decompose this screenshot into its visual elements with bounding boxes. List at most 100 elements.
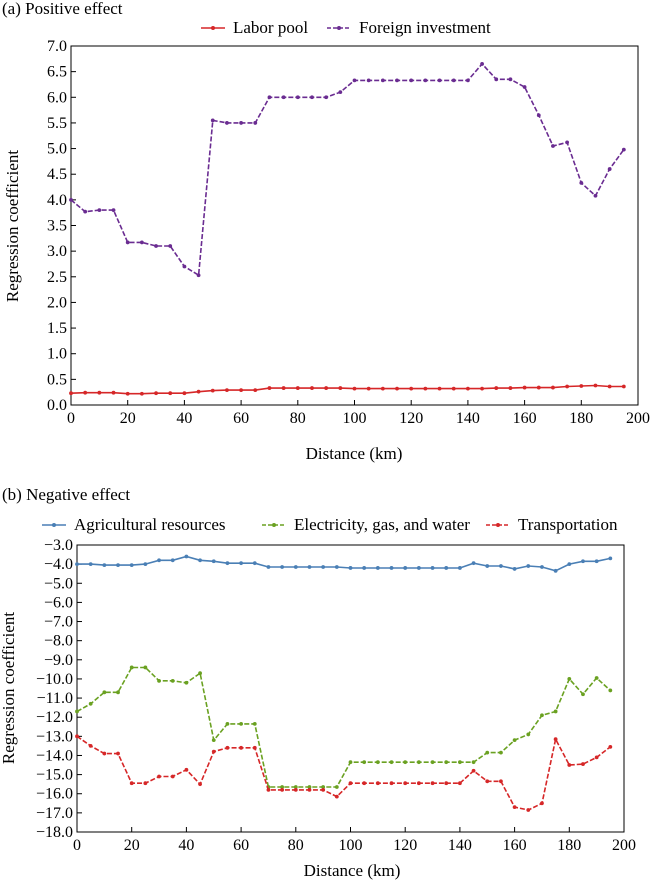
data-point [75, 734, 79, 739]
data-point [540, 713, 544, 718]
data-point [168, 244, 173, 248]
data-point [310, 386, 314, 390]
data-point [536, 113, 541, 118]
y-tick-label: −7.0 [44, 614, 73, 631]
data-point [170, 774, 175, 779]
data-point [239, 121, 244, 125]
data-point [485, 750, 490, 755]
data-point [551, 385, 555, 390]
data-point [430, 566, 435, 570]
x-tick-label: 80 [290, 410, 306, 427]
data-point [508, 77, 513, 82]
data-point [416, 781, 421, 786]
data-point [362, 760, 367, 765]
x-tick-label: 40 [176, 410, 192, 427]
y-tick-label: −9.0 [44, 652, 73, 669]
legend-marker [272, 523, 276, 527]
data-point [83, 209, 88, 214]
data-point [129, 563, 134, 567]
data-point [621, 384, 626, 389]
data-point [567, 677, 572, 681]
data-point [416, 566, 421, 570]
data-point [551, 144, 555, 148]
data-point [607, 167, 612, 171]
data-point [553, 568, 558, 573]
data-point [423, 78, 428, 83]
data-point [352, 386, 357, 391]
data-point [430, 781, 435, 786]
data-point [499, 564, 503, 568]
data-point [211, 738, 216, 743]
data-point [593, 193, 598, 198]
data-point [389, 760, 394, 765]
data-point [536, 385, 541, 390]
data-point [348, 566, 353, 570]
data-point [352, 78, 357, 83]
y-tick-label: 1.5 [47, 320, 67, 337]
data-point [116, 751, 120, 756]
data-point [125, 240, 130, 245]
data-point [594, 755, 599, 760]
x-tick-label: 60 [233, 837, 249, 854]
data-point [239, 721, 244, 726]
data-point [310, 95, 314, 100]
data-point [129, 665, 134, 670]
data-point [594, 676, 599, 680]
y-tick-label: −4.0 [44, 556, 73, 573]
data-point [458, 760, 462, 765]
series-line-0 [77, 555, 611, 572]
data-point [444, 566, 449, 570]
y-tick-label: 7.0 [47, 38, 67, 55]
data-point [88, 701, 93, 706]
data-point [280, 785, 285, 789]
data-point [512, 738, 517, 743]
data-point [581, 762, 585, 766]
data-point [471, 561, 476, 566]
data-point [239, 388, 244, 393]
data-point [321, 565, 326, 569]
panel-a-title: (a) Positive effect [2, 0, 123, 18]
data-point [184, 767, 189, 772]
data-point [75, 562, 79, 567]
x-tick-label: 120 [393, 837, 417, 854]
panel-a-y-label: Regression coefficient [3, 150, 22, 302]
data-point [157, 774, 161, 779]
data-point [83, 390, 88, 395]
data-point [579, 384, 584, 388]
panel-a-legend: Labor pool Foreign investment [201, 18, 491, 37]
data-point [348, 760, 353, 765]
panel-a: (a) Positive effect Labor pool Foreign in… [2, 0, 650, 463]
data-point [485, 564, 490, 568]
y-tick-label: 0.0 [47, 397, 67, 414]
data-point [143, 562, 148, 567]
data-point [293, 788, 298, 792]
data-point [102, 751, 107, 756]
data-point [522, 385, 527, 390]
data-point [293, 785, 298, 789]
data-point [225, 388, 229, 393]
data-point [225, 745, 230, 750]
series-line-1 [76, 666, 611, 788]
panel-b-title: (b) Negative effect [2, 485, 130, 504]
data-point [252, 561, 257, 566]
y-tick-label: −17.0 [36, 805, 73, 822]
data-point [97, 390, 102, 395]
data-point [480, 62, 484, 66]
data-point [295, 95, 300, 100]
data-point [225, 121, 229, 125]
data-point [480, 386, 484, 391]
data-point [494, 386, 499, 390]
data-point [444, 760, 449, 765]
x-tick-label: 20 [120, 410, 136, 427]
plot-frame [70, 45, 639, 406]
data-point [295, 386, 300, 390]
data-point [567, 562, 572, 567]
y-tick-label: 6.0 [47, 89, 67, 106]
panel-b: (b) Negative effect Agricultural resourc… [0, 485, 636, 880]
data-point [111, 390, 116, 395]
data-point [540, 801, 544, 806]
data-point [375, 781, 380, 786]
data-point [594, 559, 599, 564]
data-point [116, 563, 120, 567]
y-tick-label: 2.5 [47, 269, 67, 286]
